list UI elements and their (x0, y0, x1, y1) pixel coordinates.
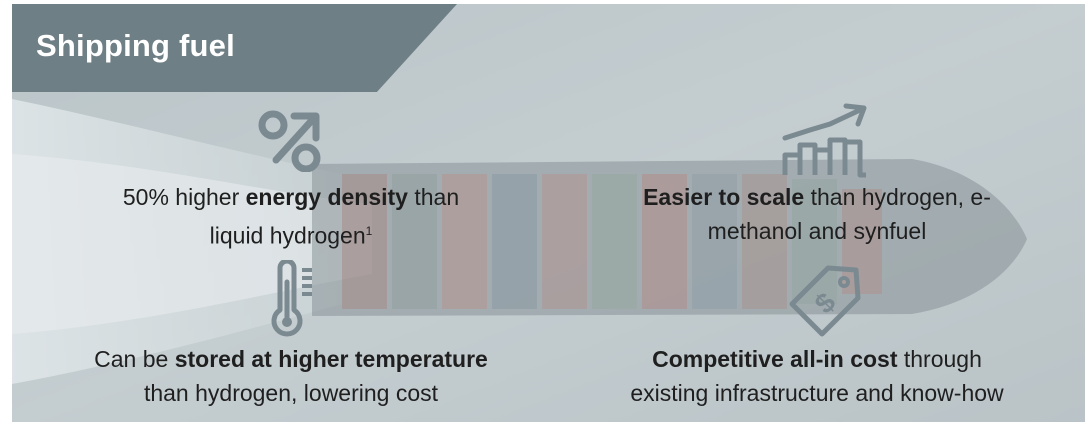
benefit-line-2: existing infrastructure and know-how (630, 380, 1004, 406)
svg-text:$: $ (809, 286, 842, 319)
percent-arrow-icon (258, 110, 321, 172)
benefit-easier-to-scale: Easier to scale than hydrogen, e- methan… (582, 180, 1052, 248)
benefit-line-1: Can be stored at higher temperature (94, 346, 488, 372)
footnote-marker: 1 (365, 224, 373, 238)
price-tag-icon: $ (789, 265, 861, 337)
benefit-energy-density: 50% higher energy density than liquid hy… (56, 180, 526, 253)
benefit-line-1: 50% higher energy density than (122, 184, 460, 210)
benefit-line-1: Easier to scale than hydrogen, e- (643, 184, 991, 210)
benefit-competitive-cost: Competitive all-in cost through existing… (572, 342, 1062, 410)
benefit-storage-temperature: Can be stored at higher temperature than… (36, 342, 546, 410)
benefit-line-2: liquid hydrogen1 (209, 222, 373, 249)
benefit-line-1: Competitive all-in cost through (652, 346, 982, 372)
benefit-line-2: than hydrogen, lowering cost (143, 380, 439, 406)
panel-title: Shipping fuel (36, 28, 235, 63)
shipping-fuel-panel: Shipping fuel $ 50% higher energy densit… (12, 4, 1085, 422)
growth-chart-icon (782, 103, 867, 178)
thermometer-icon (271, 260, 312, 337)
header-band (12, 4, 457, 92)
benefit-line-2: methanol and synfuel (707, 218, 927, 244)
